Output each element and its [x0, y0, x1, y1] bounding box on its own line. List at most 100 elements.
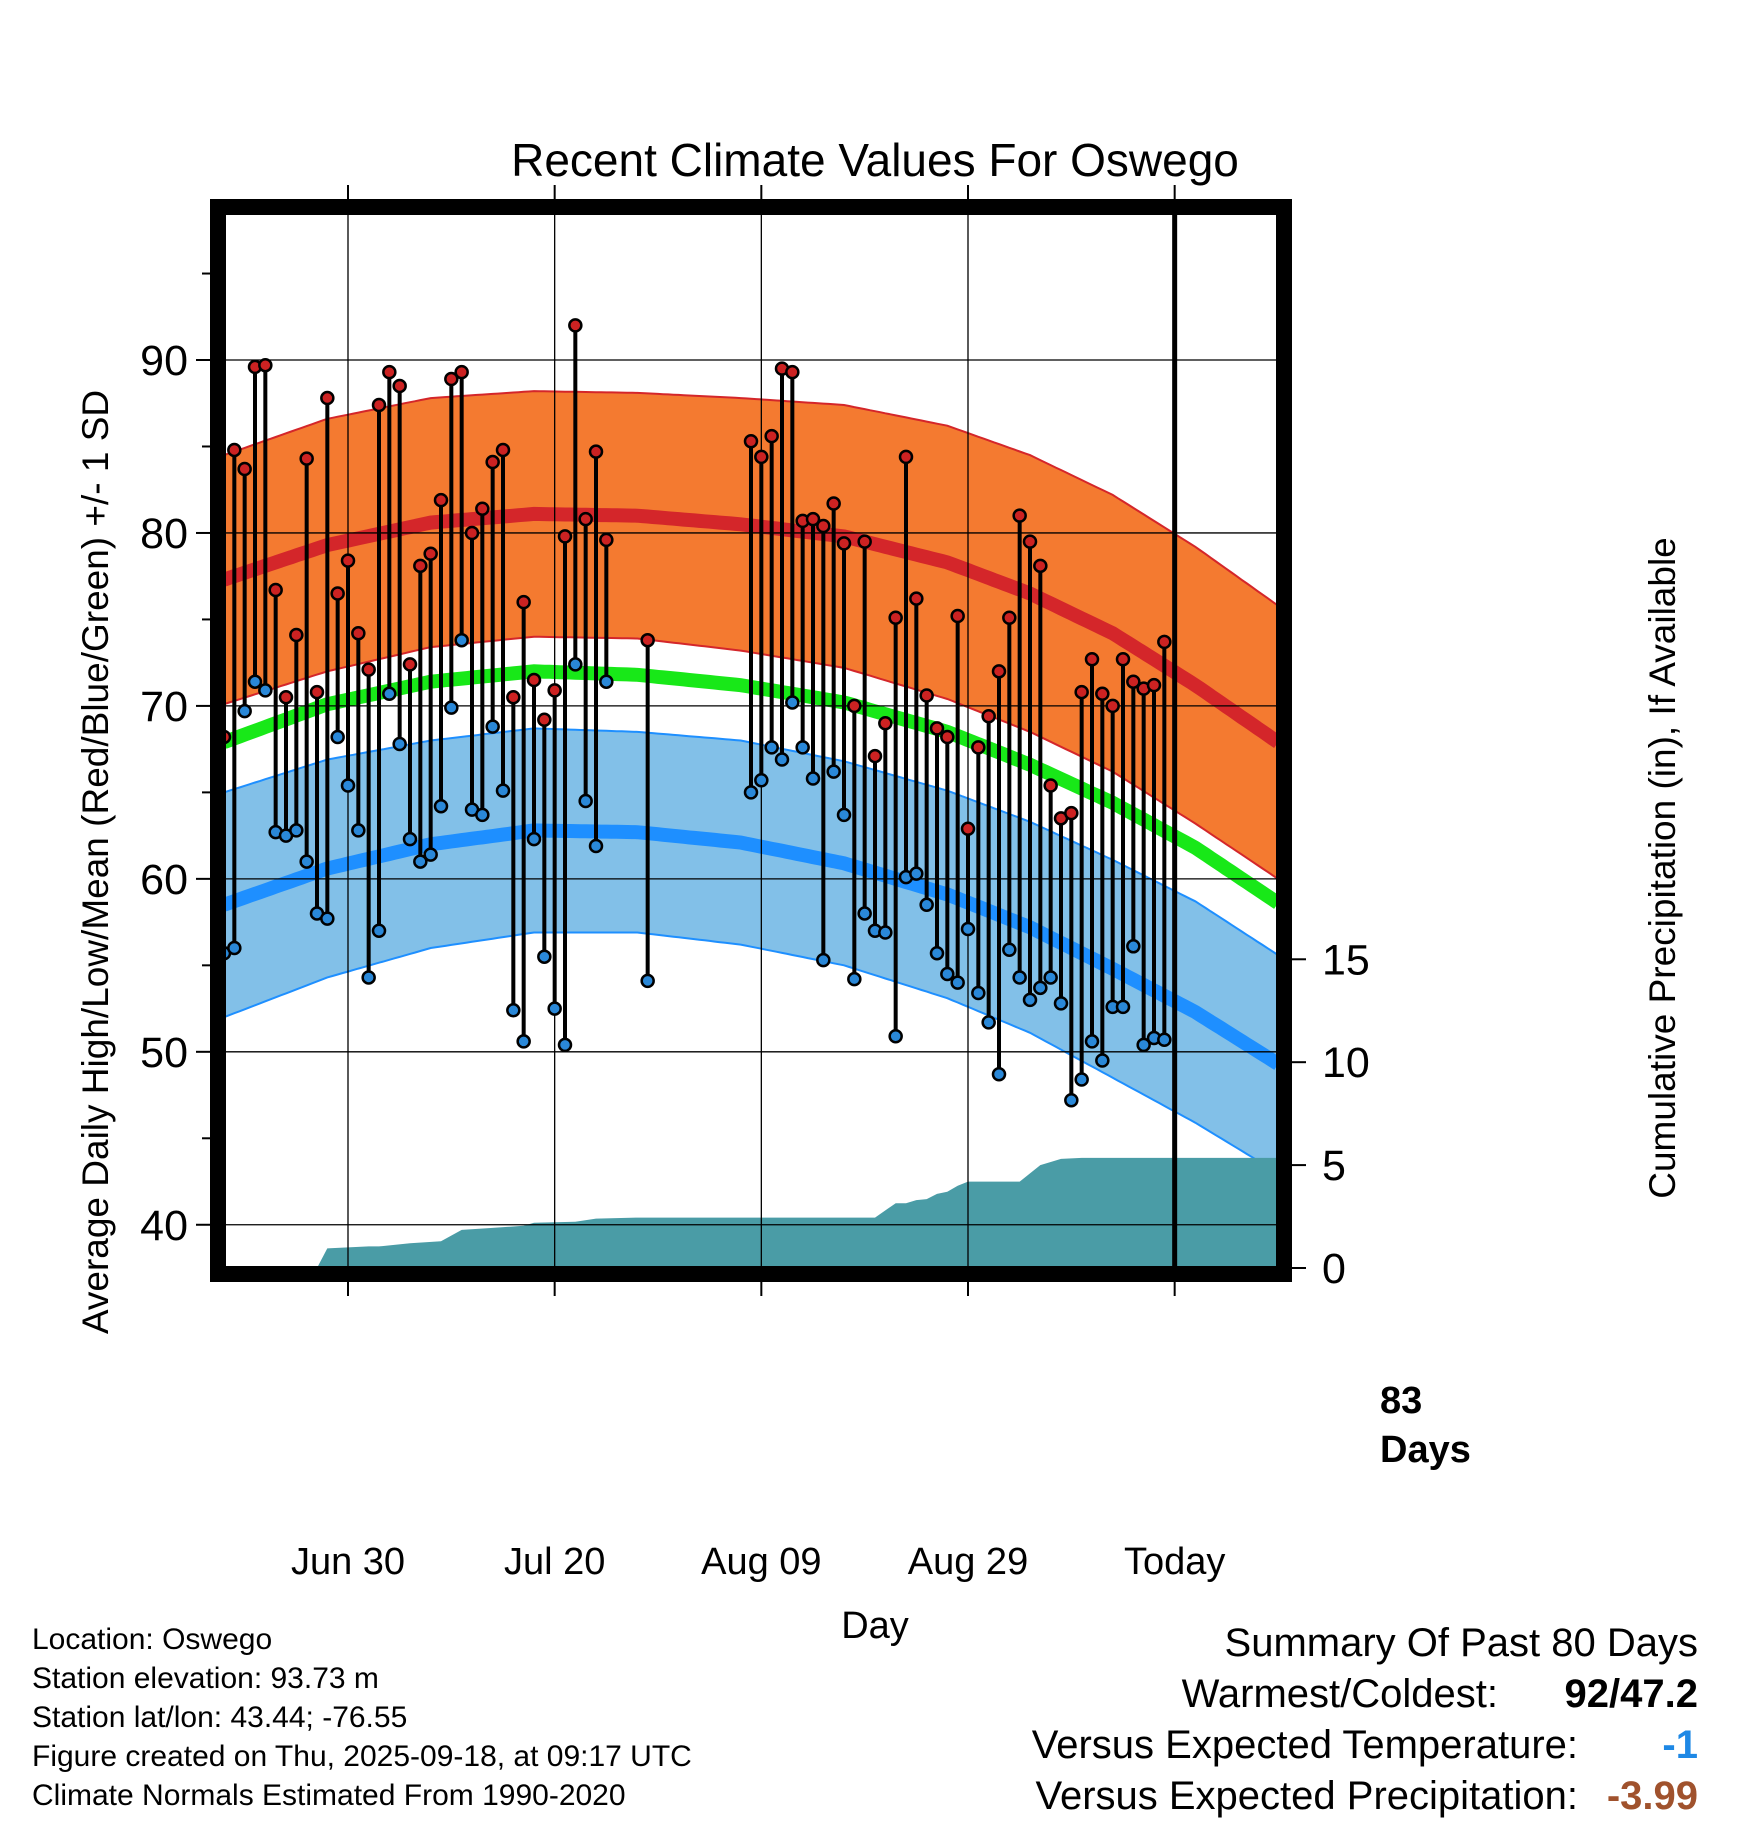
obs-low-point	[919, 897, 934, 913]
precip-anomaly-label: Versus Expected Precipitation:	[1035, 1774, 1578, 1818]
obs-low-point	[940, 966, 955, 982]
obs-high-point	[888, 610, 903, 625]
obs-high-point	[1002, 610, 1017, 625]
low-sd-band-lower-edge	[224, 931, 1278, 1174]
obs-low-point	[785, 695, 800, 710]
obs-high-point	[599, 532, 614, 548]
obs-low-point	[991, 1067, 1007, 1082]
normals-source: Climate Normals Estimated From 1990-2020	[32, 1779, 626, 1812]
obs-high-point	[454, 364, 469, 380]
obs-low-point	[1033, 980, 1048, 996]
y2-tick-label: 15	[1322, 936, 1370, 984]
obs-low-point	[330, 729, 345, 745]
obs-high-point	[268, 582, 283, 598]
obs-low-point	[909, 866, 924, 881]
obs-high-point	[299, 451, 314, 466]
obs-low-point	[1084, 1034, 1100, 1049]
obs-low-point	[805, 771, 821, 786]
obs-high-point	[754, 449, 769, 465]
obs-high-point	[960, 821, 976, 836]
x-tick-label: Today	[1124, 1541, 1225, 1583]
obs-high-point	[816, 518, 831, 534]
obs-low-point	[485, 719, 500, 734]
precip-anomaly-row: Versus Expected Precipitation: -3.99	[1032, 1771, 1698, 1822]
obs-low-point	[1053, 996, 1069, 1011]
obs-high-point	[919, 688, 934, 703]
obs-low-point	[1043, 970, 1058, 985]
obs-high-point	[495, 442, 511, 458]
obs-high-point	[1074, 684, 1089, 700]
obs-low-point	[247, 674, 263, 689]
obs-high-point	[1084, 651, 1100, 667]
obs-high-point	[909, 591, 924, 606]
obs-high-point	[847, 698, 862, 714]
obs-low-point	[258, 683, 273, 698]
axes: 40 50 60 70 80 90 0 5 10 15 Jun 30 Jul 20 Aug 09 Aug …	[140, 185, 1370, 1583]
obs-high-point	[940, 729, 955, 745]
obs-high-point	[278, 690, 294, 705]
obs-low-point	[423, 847, 438, 862]
precip-anomaly-value: -3.99	[1606, 1774, 1698, 1818]
station-info: Location: Oswego Station elevation: 93.7…	[32, 1620, 692, 1815]
obs-high-point	[1095, 686, 1110, 702]
warmest-coldest-row: Warmest/Coldest: 92/47.2	[1032, 1669, 1698, 1720]
y2-tick-label: 10	[1322, 1039, 1370, 1087]
y2-tick-label: 5	[1322, 1142, 1346, 1190]
obs-high-point	[1064, 805, 1079, 821]
obs-high-point	[1126, 674, 1141, 689]
obs-high-point	[423, 546, 438, 561]
obs-low-point	[557, 1037, 573, 1053]
y-tick-label: 80	[140, 510, 188, 558]
obs-low-point	[547, 1001, 562, 1016]
obs-low-point	[1157, 1032, 1172, 1047]
obs-high-point	[547, 683, 562, 698]
obs-high-point	[743, 434, 759, 449]
obs-high-point	[557, 529, 573, 544]
obs-high-point	[237, 461, 252, 477]
y-axis-label: Average Daily High/Low/Mean (Red/Blue/Gr…	[75, 390, 116, 1334]
obs-low-point	[402, 831, 418, 847]
obs-high-point	[971, 740, 986, 755]
x-axis-label: Day	[841, 1605, 909, 1647]
obs-low-point	[237, 703, 252, 719]
obs-low-point	[888, 1028, 903, 1044]
obs-high-point	[1115, 651, 1131, 667]
figure-created: Figure created on Thu, 2025-09-18, at 09…	[32, 1740, 692, 1773]
obs-high-point	[950, 608, 965, 624]
obs-low-point	[568, 657, 583, 672]
today-annotation-count: 83	[1380, 1380, 1422, 1422]
obs-low-point	[1002, 942, 1017, 958]
obs-high-point	[289, 627, 304, 643]
obs-high-point	[444, 371, 459, 387]
obs-low-point	[516, 1034, 531, 1049]
obs-high-point	[878, 715, 893, 731]
obs-high-point	[392, 378, 407, 394]
obs-low-point	[454, 632, 469, 648]
obs-low-point	[299, 854, 314, 869]
x-tick-label: Aug 09	[701, 1541, 821, 1583]
obs-high-point	[991, 664, 1007, 679]
obs-low-point	[847, 971, 862, 987]
obs-low-point	[599, 674, 614, 689]
obs-high-point	[857, 534, 872, 549]
obs-low-point	[971, 985, 986, 1001]
obs-high-point	[413, 558, 428, 574]
summary-panel: Summary Of Past 80 Days Warmest/Coldest:…	[1032, 1618, 1698, 1822]
today-annotation-unit: Days	[1380, 1429, 1471, 1471]
obs-high-point	[351, 626, 366, 641]
obs-low-point	[981, 1015, 996, 1030]
obs-low-point	[444, 700, 459, 715]
obs-low-point	[433, 798, 449, 814]
obs-low-point	[227, 940, 242, 956]
obs-low-point	[382, 686, 397, 702]
obs-high-point	[382, 364, 397, 380]
obs-low-point	[836, 807, 852, 823]
obs-low-point	[816, 952, 831, 968]
plot-frame	[210, 199, 1292, 1282]
obs-low-point	[371, 923, 387, 938]
obs-high-point	[485, 454, 500, 470]
obs-low-point	[857, 906, 872, 921]
obs-low-point	[475, 807, 490, 823]
obs-low-point	[950, 975, 965, 990]
